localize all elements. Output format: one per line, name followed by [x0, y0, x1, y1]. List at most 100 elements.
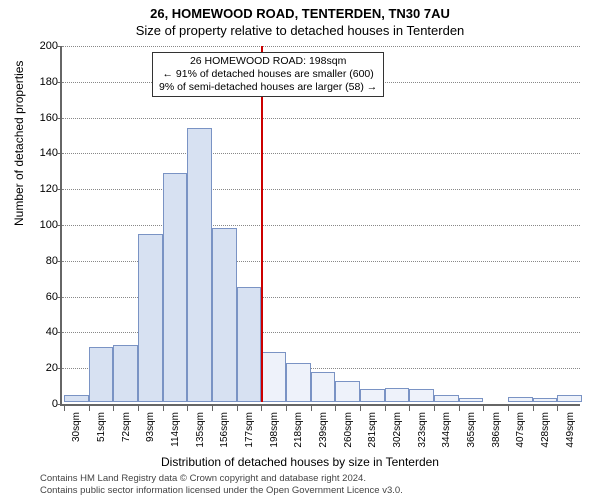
x-axis-label: Distribution of detached houses by size … — [0, 455, 600, 469]
x-tick-mark — [409, 406, 410, 411]
y-tick-label: 0 — [28, 398, 58, 410]
annotation-line-3: 9% of semi-detached houses are larger (5… — [159, 81, 377, 94]
annotation-line-2: ← 91% of detached houses are smaller (60… — [159, 68, 377, 81]
y-tick-mark — [57, 46, 62, 47]
histogram-bar — [533, 398, 558, 402]
y-tick-label: 200 — [28, 40, 58, 52]
histogram-bar — [311, 372, 336, 402]
y-tick-mark — [57, 225, 62, 226]
footer-attribution: Contains HM Land Registry data © Crown c… — [40, 473, 560, 496]
x-tick-mark — [360, 406, 361, 411]
x-tick-label: 177sqm — [244, 412, 255, 448]
x-tick-mark — [187, 406, 188, 411]
y-tick-label: 60 — [28, 291, 58, 303]
grid-line — [62, 118, 580, 119]
histogram-bar — [261, 352, 286, 402]
x-tick-label: 302sqm — [392, 412, 403, 448]
y-tick-mark — [57, 82, 62, 83]
annotation-line-1: 26 HOMEWOOD ROAD: 198sqm — [159, 55, 377, 68]
page-title: 26, HOMEWOOD ROAD, TENTERDEN, TN30 7AU — [0, 0, 600, 21]
x-tick-mark — [286, 406, 287, 411]
grid-line — [62, 189, 580, 190]
x-tick-mark — [557, 406, 558, 411]
x-tick-mark — [237, 406, 238, 411]
x-tick-label: 386sqm — [491, 412, 502, 448]
histogram-bar — [187, 128, 212, 402]
histogram-bar — [286, 363, 311, 402]
x-tick-label: 407sqm — [515, 412, 526, 448]
y-tick-mark — [57, 189, 62, 190]
x-tick-label: 135sqm — [195, 412, 206, 448]
y-tick-label: 40 — [28, 326, 58, 338]
grid-line — [62, 46, 580, 47]
histogram-bar — [459, 398, 484, 402]
histogram-bar — [557, 395, 582, 402]
y-tick-mark — [57, 118, 62, 119]
histogram-bar — [237, 287, 262, 402]
grid-line — [62, 225, 580, 226]
x-tick-mark — [483, 406, 484, 411]
histogram-bar — [163, 173, 188, 402]
x-tick-label: 198sqm — [269, 412, 280, 448]
y-tick-label: 140 — [28, 147, 58, 159]
x-tick-mark — [212, 406, 213, 411]
x-tick-mark — [163, 406, 164, 411]
x-tick-mark — [113, 406, 114, 411]
footer-line-2: Contains public sector information licen… — [40, 485, 560, 496]
histogram-bar — [409, 389, 434, 402]
histogram-bar — [335, 381, 360, 402]
y-tick-mark — [57, 297, 62, 298]
x-tick-mark — [459, 406, 460, 411]
x-tick-mark — [385, 406, 386, 411]
histogram-bar — [64, 395, 89, 402]
y-tick-mark — [57, 332, 62, 333]
y-tick-label: 160 — [28, 112, 58, 124]
x-tick-label: 323sqm — [417, 412, 428, 448]
y-tick-label: 180 — [28, 76, 58, 88]
x-tick-label: 449sqm — [565, 412, 576, 448]
y-tick-label: 80 — [28, 255, 58, 267]
histogram-bar — [138, 234, 163, 402]
x-tick-label: 72sqm — [121, 412, 132, 442]
x-tick-label: 218sqm — [293, 412, 304, 448]
y-tick-mark — [57, 261, 62, 262]
y-axis-label: Number of detached properties — [12, 61, 26, 226]
y-tick-mark — [57, 404, 62, 405]
x-tick-mark — [138, 406, 139, 411]
x-tick-mark — [508, 406, 509, 411]
x-tick-mark — [434, 406, 435, 411]
histogram-bar — [360, 389, 385, 402]
annotation-box: 26 HOMEWOOD ROAD: 198sqm← 91% of detache… — [152, 52, 384, 97]
histogram-bar — [385, 388, 410, 402]
x-tick-label: 30sqm — [71, 412, 82, 442]
grid-line — [62, 153, 580, 154]
histogram-bar — [212, 228, 237, 402]
footer-line-1: Contains HM Land Registry data © Crown c… — [40, 473, 560, 484]
x-tick-mark — [89, 406, 90, 411]
y-tick-label: 20 — [28, 362, 58, 374]
x-tick-label: 156sqm — [219, 412, 230, 448]
chart-area: 02040608010012014016018020030sqm51sqm72s… — [60, 46, 580, 406]
x-tick-mark — [261, 406, 262, 411]
histogram-bar — [89, 347, 114, 402]
x-tick-label: 344sqm — [441, 412, 452, 448]
x-tick-label: 51sqm — [96, 412, 107, 442]
x-tick-label: 428sqm — [540, 412, 551, 448]
reference-line — [261, 46, 263, 402]
x-tick-label: 114sqm — [170, 412, 181, 447]
histogram-bar — [508, 397, 533, 402]
x-tick-label: 239sqm — [318, 412, 329, 448]
x-tick-mark — [311, 406, 312, 411]
x-tick-label: 260sqm — [343, 412, 354, 448]
x-tick-label: 281sqm — [367, 412, 378, 448]
y-tick-mark — [57, 368, 62, 369]
x-tick-mark — [533, 406, 534, 411]
x-tick-label: 365sqm — [466, 412, 477, 448]
y-tick-label: 120 — [28, 183, 58, 195]
x-tick-mark — [335, 406, 336, 411]
x-tick-mark — [64, 406, 65, 411]
histogram-bar — [113, 345, 138, 402]
page-subtitle: Size of property relative to detached ho… — [0, 21, 600, 38]
histogram-bar — [434, 395, 459, 402]
x-tick-label: 93sqm — [145, 412, 156, 442]
